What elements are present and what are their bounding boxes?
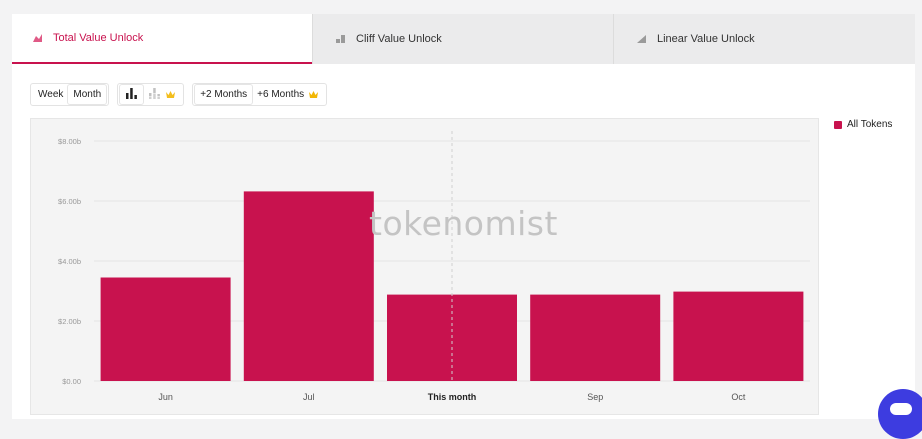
range-toggle: +2 Months +6 Months (192, 83, 328, 106)
chart-style-toggle (117, 83, 185, 106)
watermark: tokenomist (369, 204, 558, 243)
legend-label: All Tokens (847, 119, 893, 130)
period-toggle: Week Month (30, 83, 110, 106)
y-tick-label: $8.00b (58, 137, 81, 146)
x-tick-label: Sep (587, 392, 603, 402)
chat-widget-button[interactable] (878, 389, 922, 439)
y-tick-label: $2.00b (58, 317, 81, 326)
chart-controls: Week Month +2 Months +6 Months (30, 83, 335, 106)
bar-jun (100, 277, 231, 381)
tab-bar: Total Value Unlock Cliff Value Unlock Li… (12, 14, 915, 64)
x-tick-label: Jun (158, 392, 173, 402)
unlock-card: Total Value Unlock Cliff Value Unlock Li… (12, 14, 915, 419)
stacked-chart-icon (148, 87, 161, 102)
cliff-unlock-icon (335, 34, 346, 44)
stacked-chart-button[interactable] (143, 85, 181, 104)
tab-linear-value-unlock[interactable]: Linear Value Unlock (613, 14, 915, 64)
bar-chart-button[interactable] (120, 85, 144, 104)
week-button[interactable]: Week (38, 89, 64, 100)
plus-2-months-button[interactable]: +2 Months (195, 85, 253, 104)
y-tick-label: $4.00b (58, 257, 81, 266)
crown-icon (308, 90, 319, 99)
month-button[interactable]: Month (68, 85, 107, 104)
tab-label: Total Value Unlock (53, 32, 144, 44)
plus-6-months-button[interactable]: +6 Months (252, 85, 324, 104)
unlock-bar-chart: $0.00 $2.00b $4.00b $6.00b $8.00b Jun Jul This … (30, 118, 819, 415)
tab-cliff-value-unlock[interactable]: Cliff Value Unlock (312, 14, 613, 64)
bar-jul (243, 191, 374, 381)
y-tick-label: $0.00 (62, 377, 81, 386)
total-unlock-icon (32, 33, 43, 43)
crown-icon (165, 90, 176, 99)
bar-chart-icon (125, 87, 138, 102)
x-tick-label: Jul (303, 392, 315, 402)
tab-label: Cliff Value Unlock (356, 33, 442, 45)
tab-label: Linear Value Unlock (657, 33, 755, 45)
legend-swatch (834, 120, 842, 129)
chart-svg: $0.00 $2.00b $4.00b $6.00b $8.00b Jun Jul This … (58, 131, 810, 402)
chat-icon (890, 403, 912, 415)
range-label: +6 Months (257, 89, 305, 100)
bar-sep (530, 294, 661, 381)
x-tick-label: Oct (731, 392, 746, 402)
tab-total-value-unlock[interactable]: Total Value Unlock (12, 14, 312, 64)
linear-unlock-icon (636, 34, 647, 44)
bar-oct (673, 291, 804, 381)
x-tick-label: This month (428, 392, 477, 402)
y-tick-label: $6.00b (58, 197, 81, 206)
chart-legend[interactable]: All Tokens (834, 119, 892, 130)
